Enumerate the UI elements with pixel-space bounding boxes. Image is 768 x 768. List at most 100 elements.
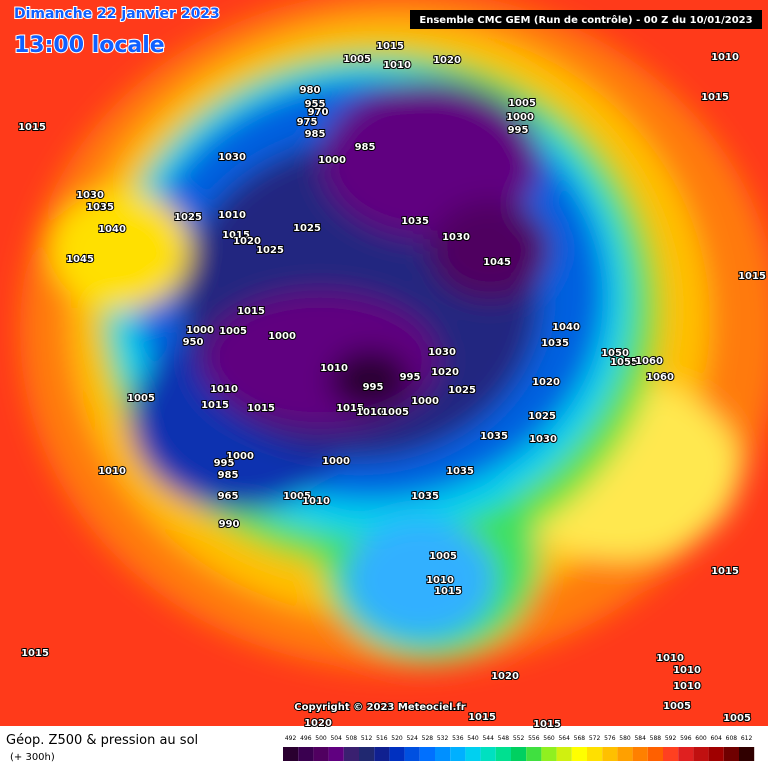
isobar-label: 1015: [336, 403, 364, 414]
isobar-label: 990: [219, 519, 240, 530]
legend-value: 504: [330, 735, 342, 742]
isobar-label: 1005: [723, 713, 751, 724]
isobar-label: 1015: [434, 586, 462, 597]
isobar-label: 1000: [322, 456, 350, 467]
isobar-label: 970: [308, 107, 329, 118]
isobar-label: 995: [508, 125, 529, 136]
run-info: Ensemble CMC GEM (Run de contrôle) - 00 …: [419, 14, 752, 26]
legend-swatch: [343, 747, 359, 761]
legend-value: 596: [680, 735, 692, 742]
legend-swatch: [435, 747, 451, 761]
legend-swatch: [602, 747, 618, 761]
legend-value: 584: [634, 735, 646, 742]
isobar-label: 1025: [528, 411, 556, 422]
legend-swatch: [647, 747, 663, 761]
isobar-label: 1010: [426, 575, 454, 586]
legend-swatch: [389, 747, 405, 761]
isobar-label: 1025: [293, 223, 321, 234]
isobar-label: 1060: [635, 356, 663, 367]
legend-value: 612: [741, 735, 753, 742]
isobar-label: 1005: [343, 54, 371, 65]
isobar-label: 1010: [656, 653, 684, 664]
isobar-label: 1005: [283, 491, 311, 502]
isobar-label: 1005: [663, 701, 691, 712]
isobar-label: 1010: [320, 363, 348, 374]
isobar-label: 1060: [646, 372, 674, 383]
isobar-label: 1015: [376, 41, 404, 52]
isobar-label: 1020: [431, 367, 459, 378]
isobar-label: 1010: [302, 496, 330, 507]
legend-value: 588: [650, 735, 662, 742]
legend-value: 540: [467, 735, 479, 742]
isobar-label: 1015: [247, 403, 275, 414]
isobar-label: 1010: [356, 407, 384, 418]
legend-value: 516: [376, 735, 388, 742]
legend-value: 556: [528, 735, 540, 742]
isobar-label: 1035: [480, 431, 508, 442]
isobar-label: 1020: [304, 718, 332, 729]
legend-value: 528: [422, 735, 434, 742]
isobar-label: 1010: [218, 210, 246, 221]
legend-swatch: [298, 747, 314, 761]
isobar-label: 1010: [98, 466, 126, 477]
legend-swatch: [359, 747, 375, 761]
field: [0, 0, 768, 726]
isobar-label: 1035: [401, 216, 429, 227]
legend-swatch: [556, 747, 572, 761]
isobar-label: 995: [363, 382, 384, 393]
legend-value: 536: [452, 735, 464, 742]
isobar-label: 1040: [98, 224, 126, 235]
isobar-label: 1015: [533, 719, 561, 730]
isobar-label: 1030: [76, 190, 104, 201]
isobar-label: 1025: [256, 245, 284, 256]
isobar-label: 1025: [448, 385, 476, 396]
legend-swatch: [571, 747, 587, 761]
legend-swatch: [617, 747, 633, 761]
isobar-label: 1005: [219, 326, 247, 337]
isobar-label: 1055: [610, 357, 638, 368]
isobar-label: 1010: [711, 52, 739, 63]
isobar-label: 965: [218, 491, 239, 502]
legend-value: 580: [619, 735, 631, 742]
isobar-label: 1050: [601, 348, 629, 359]
isobar-label: 1030: [428, 347, 456, 358]
isobar-label: 1000: [506, 112, 534, 123]
isobar-label: 1015: [21, 648, 49, 659]
isobar-label: 1030: [442, 232, 470, 243]
isobar-label: 1035: [411, 491, 439, 502]
legend-value: 604: [710, 735, 722, 742]
legend-value: 544: [482, 735, 494, 742]
isobar-label: 1025: [174, 212, 202, 223]
legend-value: 520: [391, 735, 403, 742]
isobar-label: 1015: [711, 566, 739, 577]
isobar-label: 1015: [738, 271, 766, 282]
isobar-label: 1030: [529, 434, 557, 445]
legend-title: Géop. Z500 & pression au sol: [6, 733, 198, 748]
isobar-label: 1015: [201, 400, 229, 411]
legend-value: 592: [665, 735, 677, 742]
isobar-label: 1020: [233, 236, 261, 247]
legend-swatch: [587, 747, 603, 761]
isobar-label: 1035: [541, 338, 569, 349]
legend-swatch: [526, 747, 542, 761]
legend-swatch: [723, 747, 739, 761]
isobar-label: 1000: [186, 325, 214, 336]
legend-value: 512: [361, 735, 373, 742]
legend-swatch: [632, 747, 648, 761]
time: 13:00 locale: [14, 33, 165, 58]
legend-swatch: [419, 747, 435, 761]
legend-swatch: [511, 747, 527, 761]
isobar-label: 1040: [552, 322, 580, 333]
isobar-label: 1020: [433, 55, 461, 66]
legend-value: 576: [604, 735, 616, 742]
isobar-label: 1015: [18, 122, 46, 133]
legend-value: 608: [726, 735, 738, 742]
legend-swatch: [283, 747, 299, 761]
legend-value: 600: [695, 735, 707, 742]
legend-swatch: [313, 747, 329, 761]
isobar-label: 1020: [532, 377, 560, 388]
legend-swatch: [404, 747, 420, 761]
legend-swatch: [541, 747, 557, 761]
isobar-label: 1000: [411, 396, 439, 407]
